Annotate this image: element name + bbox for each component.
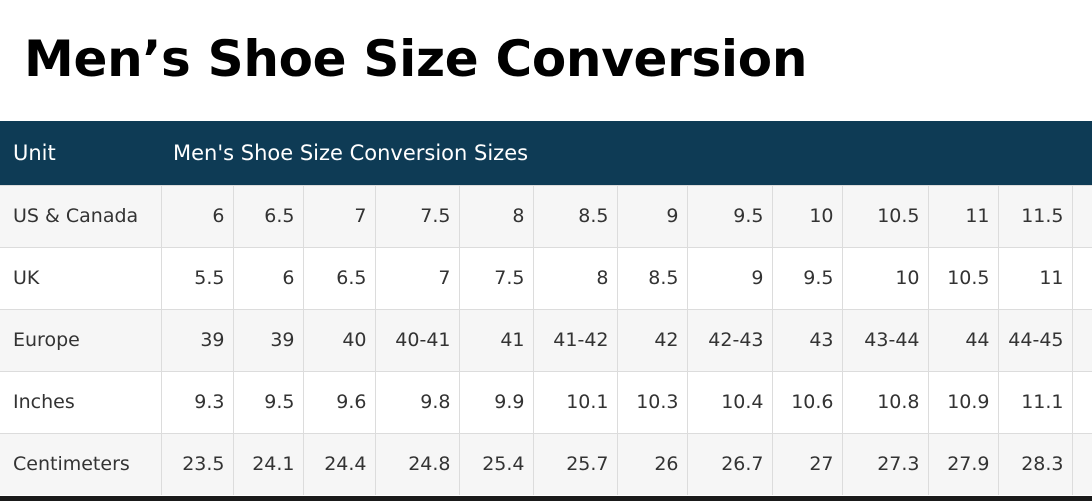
table-cell: 6.5	[302, 246, 376, 310]
table-cell: 23.5	[160, 432, 234, 495]
row-label: Europe	[0, 308, 162, 372]
table-cell: 9.3	[160, 370, 234, 434]
table-cell: 42-43	[686, 308, 773, 372]
table-cell: 6	[232, 246, 304, 310]
table-cell: 40-41	[374, 308, 460, 372]
table-cell: 44-45	[997, 308, 1073, 372]
header-sizes: Men's Shoe Size Conversion Sizes	[173, 140, 529, 165]
table-cell: 10.1	[532, 370, 618, 434]
table-cell-overflow	[1071, 432, 1092, 495]
table-cell: 9.5	[686, 184, 773, 248]
table-cell: 6	[160, 184, 234, 248]
table-cell: 9.8	[374, 370, 460, 434]
table-row: US & Canada 6 6.5 7 7.5 8 8.5 9 9.5 10 10.5 11 11.5	[0, 184, 1092, 248]
table-cell: 44	[927, 308, 999, 372]
table-cell: 26.7	[686, 432, 773, 495]
bottom-border	[0, 496, 1092, 501]
table-cell: 11	[927, 184, 999, 248]
table-cell: 9.5	[771, 246, 843, 310]
table-cell: 7	[302, 184, 376, 248]
table-cell: 10.5	[927, 246, 999, 310]
table-cell: 28.3	[997, 432, 1073, 495]
table-cell: 41	[458, 308, 534, 372]
table-cell: 39	[160, 308, 234, 372]
table-row: Inches 9.3 9.5 9.6 9.8 9.9 10.1 10.3 10.4 10.6 10.…	[0, 370, 1092, 434]
table-cell: 24.8	[374, 432, 460, 495]
table-row: UK 5.5 6 6.5 7 7.5 8 8.5 9 9.5 10 10.5 11	[0, 246, 1092, 310]
row-label: UK	[0, 246, 162, 310]
table-cell: 9.6	[302, 370, 376, 434]
table-cell: 10.6	[771, 370, 843, 434]
table-cell: 25.7	[532, 432, 618, 495]
row-label: Centimeters	[0, 432, 162, 495]
table-cell-overflow	[1071, 184, 1092, 248]
table-cell: 10.8	[841, 370, 929, 434]
table-cell: 39	[232, 308, 304, 372]
table-cell: 9	[686, 246, 773, 310]
table-cell: 26	[616, 432, 688, 495]
table-cell: 7.5	[374, 184, 460, 248]
table-cell: 11.1	[997, 370, 1073, 434]
size-conversion-table: Unit Men's Shoe Size Conversion Sizes US…	[0, 121, 1092, 495]
table-cell-overflow	[1071, 370, 1092, 434]
table-cell: 42	[616, 308, 688, 372]
table-cell: 27.3	[841, 432, 929, 495]
table-cell: 11	[997, 246, 1073, 310]
table-cell: 7.5	[458, 246, 534, 310]
row-label: US & Canada	[0, 184, 162, 248]
table-cell: 27	[771, 432, 843, 495]
table-row: Europe 39 39 40 40-41 41 41-42 42 42-43 43 43-44 44…	[0, 308, 1092, 372]
page-title: Men’s Shoe Size Conversion	[24, 30, 808, 88]
table-cell: 9	[616, 184, 688, 248]
table-cell: 7	[374, 246, 460, 310]
table-cell: 6.5	[232, 184, 304, 248]
size-table-container: Unit Men's Shoe Size Conversion Sizes US…	[0, 121, 1092, 501]
table-cell-overflow	[1071, 308, 1092, 372]
table-cell: 43-44	[841, 308, 929, 372]
table-cell: 24.4	[302, 432, 376, 495]
table-cell: 11.5	[997, 184, 1073, 248]
table-cell: 10.9	[927, 370, 999, 434]
table-cell: 5.5	[160, 246, 234, 310]
table-cell: 9.9	[458, 370, 534, 434]
table-cell: 10.3	[616, 370, 688, 434]
table-cell: 10	[771, 184, 843, 248]
row-label: Inches	[0, 370, 162, 434]
table-cell: 24.1	[232, 432, 304, 495]
table-cell: 8.5	[532, 184, 618, 248]
table-header-row: Unit Men's Shoe Size Conversion Sizes	[0, 121, 1092, 185]
table-cell: 43	[771, 308, 843, 372]
table-cell: 10.4	[686, 370, 773, 434]
header-unit: Unit	[13, 140, 56, 165]
table-cell: 9.5	[232, 370, 304, 434]
table-cell: 10	[841, 246, 929, 310]
table-cell: 8.5	[616, 246, 688, 310]
table-cell: 27.9	[927, 432, 999, 495]
table-cell: 8	[532, 246, 618, 310]
table-cell-overflow	[1071, 246, 1092, 310]
table-cell: 25.4	[458, 432, 534, 495]
table-cell: 8	[458, 184, 534, 248]
table-cell: 40	[302, 308, 376, 372]
table-cell: 41-42	[532, 308, 618, 372]
table-cell: 10.5	[841, 184, 929, 248]
table-row: Centimeters 23.5 24.1 24.4 24.8 25.4 25.7 26 26.…	[0, 432, 1092, 495]
